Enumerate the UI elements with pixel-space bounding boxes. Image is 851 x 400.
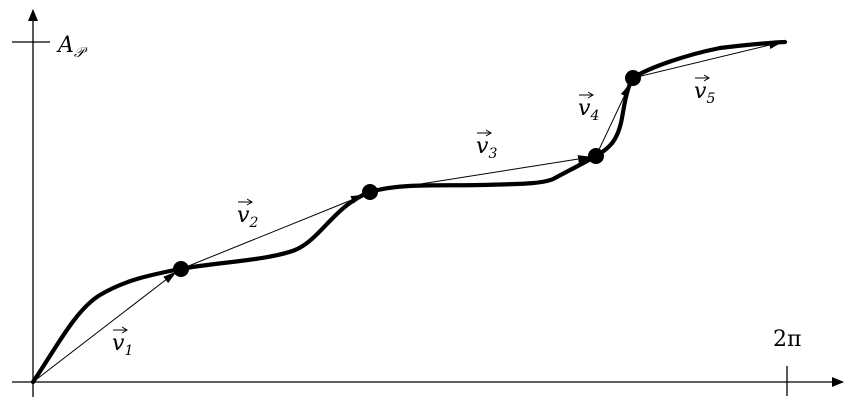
svg-text:v1: v1 (112, 331, 133, 359)
svg-text:v5: v5 (694, 79, 715, 107)
vector-v5-label: v5 (694, 74, 715, 107)
svg-text:v4: v4 (578, 96, 599, 124)
vector-v4-label: v4 (578, 91, 599, 124)
vector-v3-arrow (369, 155, 592, 193)
x-axis-2pi-label: 2π (773, 327, 801, 352)
vertex-dot-3 (588, 148, 604, 164)
vector-v1-arrow (32, 271, 177, 383)
vector-v4-arrow (595, 83, 631, 157)
vector-v1-label: v1 (112, 326, 133, 359)
svg-text:v3: v3 (476, 134, 497, 162)
vertex-dot-4 (625, 70, 641, 86)
vector-v3-label: v3 (476, 129, 497, 162)
y-axis-label: A𝒫 (56, 33, 88, 61)
area-curve (30, 39, 788, 385)
vector-v2-arrow (180, 194, 365, 270)
svg-text:v2: v2 (237, 203, 258, 231)
vector-v5-arrow (632, 41, 783, 79)
vertex-dot-2 (362, 184, 378, 200)
vector-v2-label: v2 (237, 198, 258, 231)
vertex-dot-1 (173, 261, 189, 277)
